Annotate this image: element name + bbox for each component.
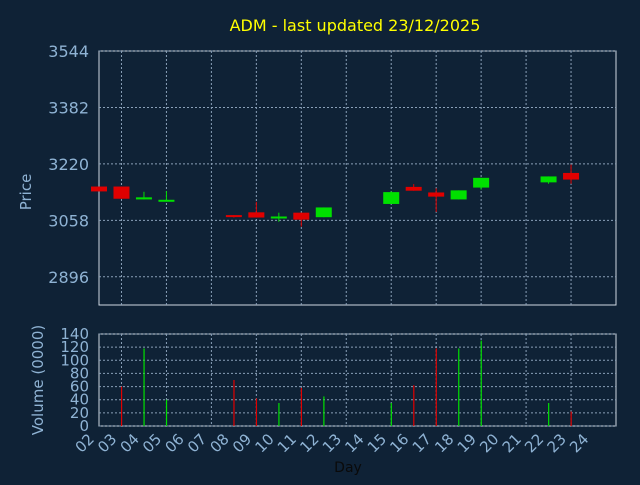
volume-bar-08 <box>233 380 235 426</box>
candle-body <box>293 212 310 220</box>
candle-19 <box>473 177 490 190</box>
price-axis-label: Price <box>17 174 35 211</box>
chart-title: ADM - last updated 23/12/2025 <box>230 16 481 35</box>
price-plot-frame <box>98 50 617 306</box>
candle-body <box>473 177 490 188</box>
price-y-ticks: 3544 3382 3220 3058 2896 <box>48 42 89 287</box>
volume-bar-17 <box>435 348 437 426</box>
candle-body <box>248 212 265 218</box>
candle-body <box>383 192 400 204</box>
volume-tick-label: 0 <box>79 417 89 435</box>
volume-tick-label: 20 <box>70 404 89 422</box>
price-tick-label: 3544 <box>48 42 89 61</box>
volume-axis-label: Volume (0000) <box>29 325 47 435</box>
candle-05 <box>158 191 175 202</box>
candle-10 <box>270 212 287 222</box>
candle-body <box>91 186 107 192</box>
candle-body <box>428 192 445 197</box>
volume-bar-19 <box>480 340 482 426</box>
candle-body <box>135 197 152 200</box>
candle-body <box>225 215 242 218</box>
price-tick-label: 3220 <box>48 155 89 174</box>
candle-02 <box>91 186 107 192</box>
candle-body <box>450 190 467 200</box>
volume-bar-16 <box>413 385 415 426</box>
day-axis-label: Day <box>334 460 362 476</box>
candle-body <box>563 172 580 180</box>
price-tick-label: 3382 <box>48 98 89 117</box>
volume-bar-09 <box>255 398 258 426</box>
candle-body <box>315 207 332 218</box>
volume-bar-18 <box>458 348 460 426</box>
volume-tick-label: 100 <box>60 351 89 369</box>
candle-18 <box>450 190 467 200</box>
candle-11 <box>293 212 310 227</box>
candle-body <box>158 199 175 202</box>
candle-03 <box>113 186 130 199</box>
candle-16 <box>405 184 422 191</box>
volume-bar-series <box>120 340 572 426</box>
volume-bar-11 <box>300 387 303 426</box>
candle-body <box>540 176 557 183</box>
volume-tick-label: 40 <box>70 391 89 409</box>
price-tick-label: 2896 <box>48 268 89 287</box>
volume-bar-22 <box>548 403 550 426</box>
candle-12 <box>315 207 332 218</box>
day-x-ticks: 0203040506070809101112131415161718192021… <box>72 430 593 456</box>
volume-bar-05 <box>165 399 168 426</box>
volume-tick-label: 140 <box>60 325 89 343</box>
candle-08 <box>225 215 242 218</box>
volume-bar-04 <box>143 348 145 426</box>
volume-bar-15 <box>390 403 392 426</box>
candle-17 <box>428 188 445 212</box>
candle-23 <box>563 164 580 184</box>
volume-tick-label: 60 <box>70 378 89 396</box>
candle-body <box>405 186 422 191</box>
volume-tick-label: 120 <box>60 338 89 356</box>
volume-plot-frame <box>98 333 617 427</box>
volume-bar-03 <box>120 386 123 426</box>
volume-bar-10 <box>278 403 280 426</box>
candle-body <box>270 216 287 219</box>
volume-bar-23 <box>570 411 572 426</box>
volume-bar-12 <box>323 396 325 426</box>
candle-22 <box>540 176 557 184</box>
volume-tick-label: 80 <box>70 364 89 382</box>
candlestick-series <box>91 164 580 227</box>
candle-04 <box>135 191 152 200</box>
candle-15 <box>383 191 400 204</box>
price-tick-label: 3058 <box>48 211 89 230</box>
candle-body <box>113 186 130 199</box>
candle-09 <box>248 201 265 218</box>
